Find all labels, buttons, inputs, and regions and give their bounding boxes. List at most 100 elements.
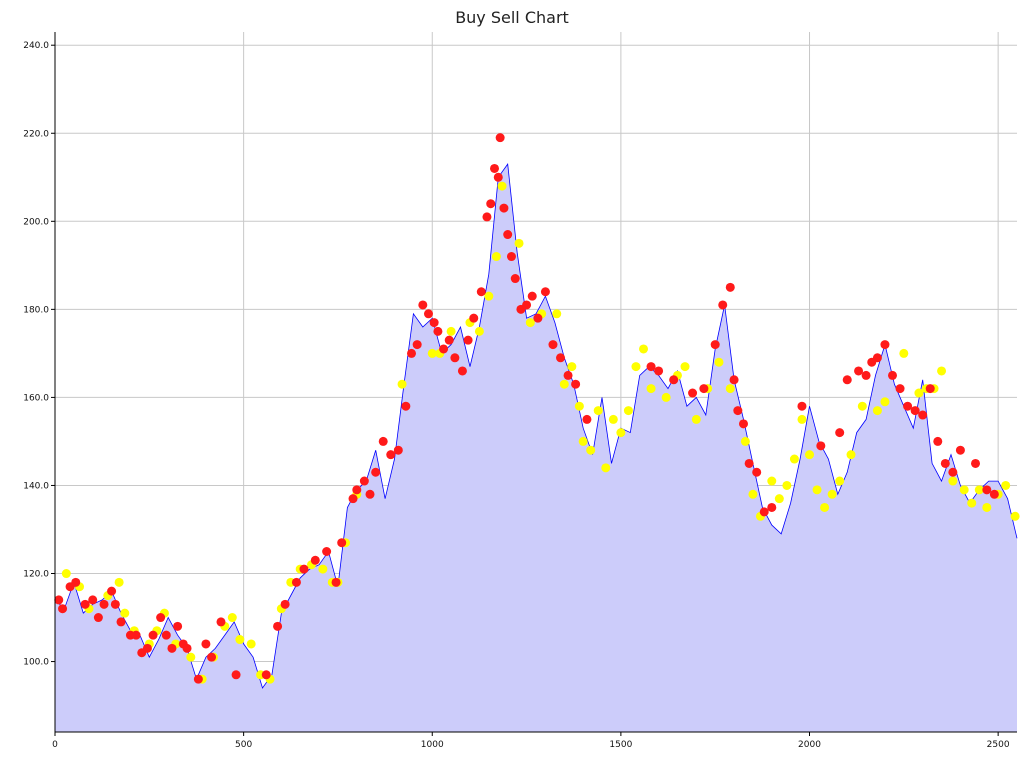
price-line	[54, 163, 1018, 689]
buy-point	[654, 366, 664, 376]
buy-point	[854, 366, 864, 376]
sell-point	[820, 502, 830, 512]
buy-point	[337, 538, 347, 548]
buy-point	[54, 595, 64, 605]
axes: 100.0 120.0 140.0 160.0 180.0 200.0 220.0 240.0…	[23, 32, 1017, 750]
x-tick-label: 1500	[609, 740, 632, 750]
plot-area	[54, 163, 1018, 733]
sell-point	[974, 485, 984, 495]
buy-point	[688, 388, 698, 398]
buy-point	[733, 406, 743, 416]
sell-point	[782, 480, 792, 490]
buy-point	[418, 300, 428, 310]
sell-point	[827, 489, 837, 499]
sell-point	[774, 494, 784, 504]
y-tick-label: 100.0	[23, 658, 49, 668]
sell-point	[446, 326, 456, 336]
sell-point	[578, 436, 588, 446]
buy-point	[439, 344, 449, 354]
buy-point	[669, 375, 679, 385]
y-tick-label: 160.0	[23, 393, 49, 403]
buy-point	[910, 406, 920, 416]
sell-point	[914, 388, 924, 398]
buy-point	[99, 599, 109, 609]
sell-point	[514, 238, 524, 248]
buy-point	[393, 445, 403, 455]
buy-point	[582, 414, 592, 424]
buy-point	[80, 599, 90, 609]
buy-point	[476, 287, 486, 297]
buy-point	[725, 282, 735, 292]
sell-point	[484, 291, 494, 301]
x-tick-label: 0	[52, 740, 58, 750]
buy-point	[142, 643, 152, 653]
buy-point	[407, 348, 417, 358]
sell-point	[1010, 511, 1020, 521]
sell-point	[725, 384, 735, 394]
sell-point	[1001, 480, 1011, 490]
y-tick-label: 220.0	[23, 129, 49, 139]
sell-point	[567, 362, 577, 372]
buy-point	[948, 467, 958, 477]
buy-point	[646, 362, 656, 372]
sell-point	[661, 392, 671, 402]
sell-point	[525, 318, 535, 328]
price-area	[55, 164, 1017, 733]
y-tick-label: 200.0	[23, 217, 49, 227]
buy-point	[182, 643, 192, 653]
buy-point	[231, 670, 241, 680]
y-tick-label: 120.0	[23, 570, 49, 580]
buy-point	[861, 370, 871, 380]
buy-point	[58, 604, 68, 614]
buy-point	[933, 436, 943, 446]
sell-point	[805, 450, 815, 460]
buy-point	[903, 401, 913, 411]
sell-point	[959, 485, 969, 495]
y-tick-label: 240.0	[23, 41, 49, 51]
buy-point	[261, 670, 271, 680]
buy-point	[752, 467, 762, 477]
buy-point	[495, 133, 505, 143]
sell-point	[623, 406, 633, 416]
chart-title: Buy Sell Chart	[455, 8, 569, 27]
buy-point	[291, 577, 301, 587]
sell-signals	[61, 181, 1020, 684]
buy-point	[348, 494, 358, 504]
buy-point	[571, 379, 581, 389]
sell-point	[586, 445, 596, 455]
buy-point	[167, 643, 177, 653]
buy-point	[322, 546, 332, 556]
buy-point	[718, 300, 728, 310]
buy-point	[450, 353, 460, 363]
buy-point	[556, 353, 566, 363]
buy-point	[816, 441, 826, 451]
buy-point	[378, 436, 388, 446]
buy-point	[486, 199, 496, 209]
sell-point	[880, 397, 890, 407]
buy-point	[193, 674, 203, 684]
buy-point	[842, 375, 852, 385]
buy-point	[872, 353, 882, 363]
buy-point	[971, 458, 981, 468]
sell-point	[474, 326, 484, 336]
buy-point	[940, 458, 950, 468]
sell-point	[948, 476, 958, 486]
buy-point	[506, 252, 516, 262]
sell-point	[601, 463, 611, 473]
buy-point	[93, 613, 103, 623]
buy-point	[71, 577, 81, 587]
buy-point	[527, 291, 537, 301]
sell-point	[559, 379, 569, 389]
x-tick-label: 1000	[421, 740, 444, 750]
buy-point	[955, 445, 965, 455]
buy-point	[510, 274, 520, 284]
buy-point	[759, 507, 769, 517]
buy-point	[412, 340, 422, 350]
buy-point	[925, 384, 935, 394]
sell-point	[593, 406, 603, 416]
buy-point	[729, 375, 739, 385]
buy-point	[386, 450, 396, 460]
sell-point	[646, 384, 656, 394]
buy-point	[744, 458, 754, 468]
